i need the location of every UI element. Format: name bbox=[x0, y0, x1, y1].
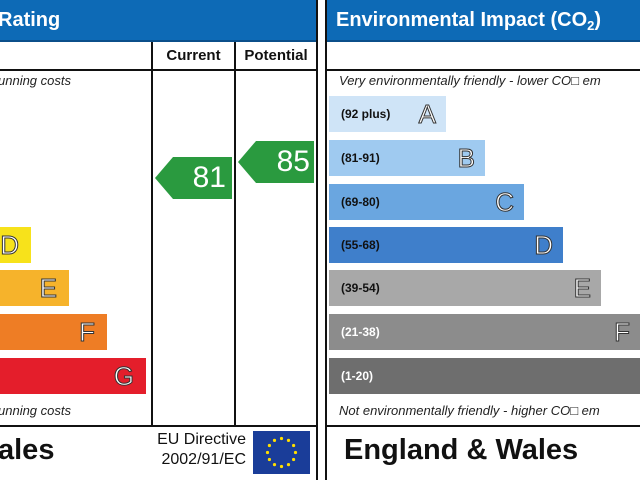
energy-band-d: D bbox=[0, 227, 31, 263]
energy-band-f: F bbox=[0, 314, 107, 350]
environment-footer-region: England & Wales bbox=[344, 434, 579, 466]
band-letter: A bbox=[418, 99, 436, 130]
energy-efficiency-panel: Rating Current Potential unning costs D … bbox=[0, 0, 318, 480]
band-letter: B bbox=[457, 143, 475, 174]
energy-band-e: E bbox=[0, 270, 69, 306]
band-letter: C bbox=[495, 187, 515, 218]
band-letter: F bbox=[79, 317, 96, 348]
divider bbox=[325, 69, 640, 71]
environment-top-caption: Very environmentally friendly - lower CO… bbox=[339, 73, 601, 88]
band-letter: F bbox=[614, 317, 631, 348]
environment-band-b: (81-91) B bbox=[329, 140, 485, 176]
environment-band-e: (39-54) E bbox=[329, 270, 601, 306]
current-column-header: Current bbox=[166, 47, 221, 64]
current-rating-marker: 81 bbox=[155, 157, 232, 199]
environment-band-d: (55-68) D bbox=[329, 227, 563, 263]
divider bbox=[325, 425, 640, 427]
potential-column-header: Potential bbox=[244, 47, 308, 64]
band-letter: E bbox=[39, 273, 57, 304]
divider bbox=[325, 0, 327, 480]
eu-directive-line2: 2002/91/EC bbox=[161, 451, 246, 468]
energy-footer-region: ales bbox=[0, 434, 55, 466]
band-range: (21-38) bbox=[341, 325, 380, 339]
band-letter: G bbox=[113, 361, 134, 392]
band-range: (69-80) bbox=[341, 195, 380, 209]
divider bbox=[0, 425, 318, 427]
environment-band-a: (92 plus) A bbox=[329, 96, 446, 132]
eu-directive-line1: EU Directive bbox=[157, 431, 246, 448]
potential-rating-value: 85 bbox=[276, 145, 310, 178]
divider bbox=[0, 69, 318, 71]
environment-band-f: (21-38) F bbox=[329, 314, 640, 350]
environment-band-c: (69-80) C bbox=[329, 184, 524, 220]
potential-rating-marker: 85 bbox=[238, 141, 314, 183]
band-letter: E bbox=[573, 273, 591, 304]
band-range: (55-68) bbox=[341, 238, 380, 252]
environment-title: Environmental Impact (CO2) bbox=[336, 9, 602, 33]
environmental-impact-panel: Environmental Impact (CO2) Very environm… bbox=[325, 0, 640, 480]
current-rating-value: 81 bbox=[192, 161, 226, 194]
energy-title: Rating bbox=[0, 9, 61, 31]
environment-bottom-caption: Not environmentally friendly - higher CO… bbox=[339, 403, 600, 418]
energy-header: Rating bbox=[0, 0, 318, 42]
divider bbox=[151, 42, 153, 426]
band-letter: D bbox=[0, 230, 19, 261]
energy-top-caption: unning costs bbox=[0, 73, 71, 88]
environment-header: Environmental Impact (CO2) bbox=[325, 0, 640, 42]
band-range: (92 plus) bbox=[341, 107, 391, 121]
band-letter: D bbox=[534, 230, 554, 261]
band-range: (81-91) bbox=[341, 151, 380, 165]
eu-flag-icon bbox=[253, 431, 310, 474]
eu-directive-text: EU Directive 2002/91/EC bbox=[130, 430, 246, 470]
environment-band-g: (1-20) bbox=[329, 358, 640, 394]
energy-bottom-caption: unning costs bbox=[0, 403, 71, 418]
band-range: (39-54) bbox=[341, 281, 380, 295]
energy-band-g: G bbox=[0, 358, 146, 394]
band-range: (1-20) bbox=[341, 369, 374, 383]
divider bbox=[234, 42, 236, 426]
divider bbox=[316, 0, 318, 480]
